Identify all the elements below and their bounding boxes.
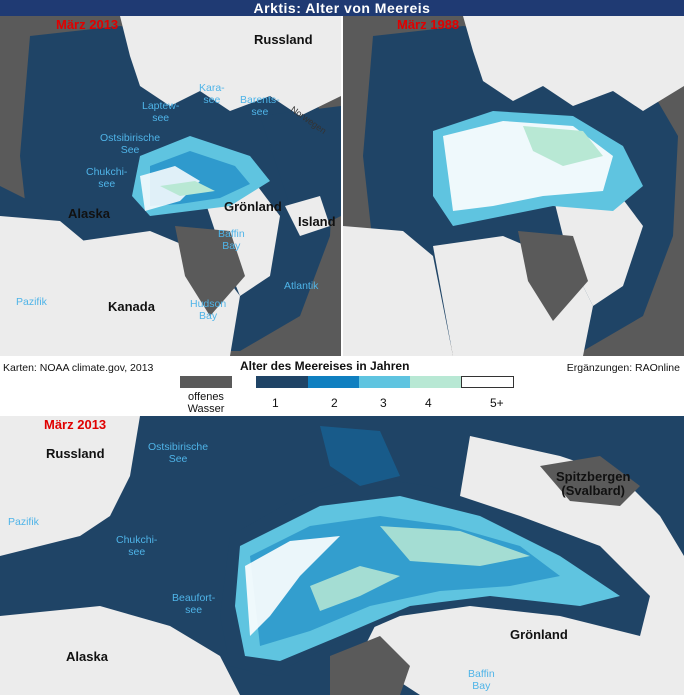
credit-left: Karten: NOAA climate.gov, 2013: [3, 362, 154, 374]
label-alaska: Alaska: [66, 649, 108, 664]
label-spitzbergen: Spitzbergen (Svalbard): [556, 469, 631, 498]
legend: Karten: NOAA climate.gov, 2013 Ergänzung…: [0, 356, 684, 416]
legend-swatch-open-water: [180, 376, 232, 388]
legend-swatch-age-1: [256, 376, 308, 388]
label-baffin-bay: Baffin Bay: [468, 668, 495, 692]
map-march-1988: März 1988: [343, 16, 684, 356]
date-label: März 1988: [397, 17, 460, 32]
legend-swatch-age-4: [410, 376, 461, 388]
label-groenland: Grönland: [224, 199, 282, 214]
label-atlantik: Atlantik: [284, 280, 319, 292]
legend-open-water-label: offenes Wasser: [187, 391, 225, 415]
label-groenland: Grönland: [510, 627, 568, 642]
map-title: Arktis: Alter von Meereis: [0, 0, 684, 16]
legend-tick-2: 2: [331, 396, 338, 410]
legend-tick-4: 4: [425, 396, 432, 410]
label-ostsibirische-see: Ostsibirische See: [148, 441, 209, 465]
credit-right: Ergänzungen: RAOnline: [566, 362, 680, 374]
label-karasee: Kara- see: [199, 82, 225, 106]
label-alaska: Alaska: [68, 206, 110, 221]
map-march-2013-overview: März 2013 Russland Kara- see Laptew- see…: [0, 16, 341, 356]
label-russland: Russland: [254, 32, 313, 47]
label-russland: Russland: [46, 446, 105, 461]
label-barentssee: Barents- see: [240, 94, 280, 118]
label-pazifik: Pazifik: [8, 516, 39, 528]
legend-tick-3: 3: [380, 396, 387, 410]
legend-swatch-age-3: [359, 376, 410, 388]
label-chukchisee: Chukchi- see: [86, 166, 128, 190]
map-graphic: [343, 16, 684, 356]
label-pazifik: Pazifik: [16, 296, 47, 308]
legend-swatch-age-5plus: [461, 376, 514, 388]
label-island: Island: [298, 214, 336, 229]
legend-tick-1: 1: [272, 396, 279, 410]
map-graphic: [0, 416, 684, 695]
label-hudson-bay: Hudson Bay: [190, 298, 227, 322]
label-chukchisee: Chukchi- see: [116, 534, 158, 558]
label-ostsibirische-see: Ostsibirische See: [100, 132, 161, 156]
legend-swatch-age-2: [308, 376, 359, 388]
date-label: März 2013: [56, 17, 119, 32]
label-beaufortsee: Beaufort- see: [172, 592, 216, 616]
map-graphic: [0, 16, 341, 356]
label-laptewsee: Laptew- see: [142, 100, 180, 124]
legend-tick-5plus: 5+: [490, 396, 504, 410]
label-kanada: Kanada: [108, 299, 155, 314]
legend-title: Alter des Meereises in Jahren: [240, 359, 410, 373]
date-label: März 2013: [44, 417, 107, 432]
map-march-2013-detail: März 2013 Russland Ostsibirische See Paz…: [0, 416, 684, 695]
label-baffin-bay: Baffin Bay: [218, 228, 245, 252]
